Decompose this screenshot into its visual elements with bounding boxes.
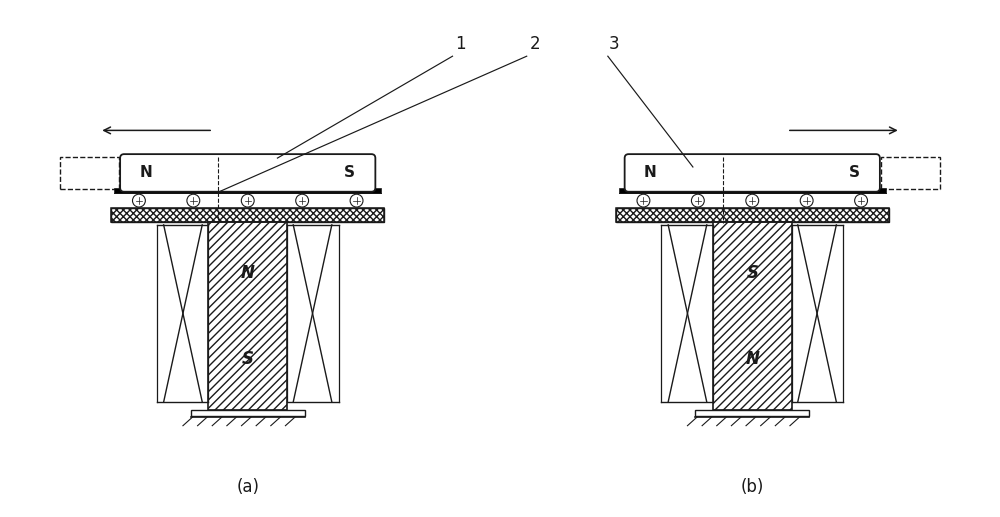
Circle shape [241, 194, 254, 207]
FancyBboxPatch shape [120, 154, 375, 192]
Text: N: N [745, 350, 759, 368]
Circle shape [637, 194, 650, 207]
Text: 1: 1 [455, 35, 466, 53]
Text: (b): (b) [741, 478, 764, 495]
Circle shape [855, 194, 868, 207]
Bar [114, 188, 381, 193]
Bar [208, 222, 287, 410]
Bar [695, 410, 809, 416]
Text: 3: 3 [608, 35, 619, 53]
Text: S: S [242, 350, 254, 368]
Text: S: S [344, 165, 355, 180]
Bar [616, 208, 889, 222]
Bar [111, 208, 384, 222]
Circle shape [350, 194, 363, 207]
Circle shape [187, 194, 200, 207]
Text: N: N [139, 165, 152, 180]
Bar [111, 208, 384, 222]
Circle shape [691, 194, 704, 207]
Bar [191, 410, 305, 416]
Bar [881, 157, 940, 189]
Text: N: N [644, 165, 657, 180]
Text: S: S [746, 264, 758, 282]
Circle shape [746, 194, 759, 207]
Text: 2: 2 [529, 35, 540, 53]
FancyBboxPatch shape [625, 154, 880, 192]
Bar [713, 222, 792, 410]
Bar [616, 208, 889, 222]
Bar [60, 157, 119, 189]
Circle shape [296, 194, 309, 207]
Circle shape [132, 194, 145, 207]
Bar [619, 188, 886, 193]
Text: S: S [849, 165, 860, 180]
Text: N: N [241, 264, 255, 282]
Text: (a): (a) [236, 478, 259, 495]
Circle shape [800, 194, 813, 207]
